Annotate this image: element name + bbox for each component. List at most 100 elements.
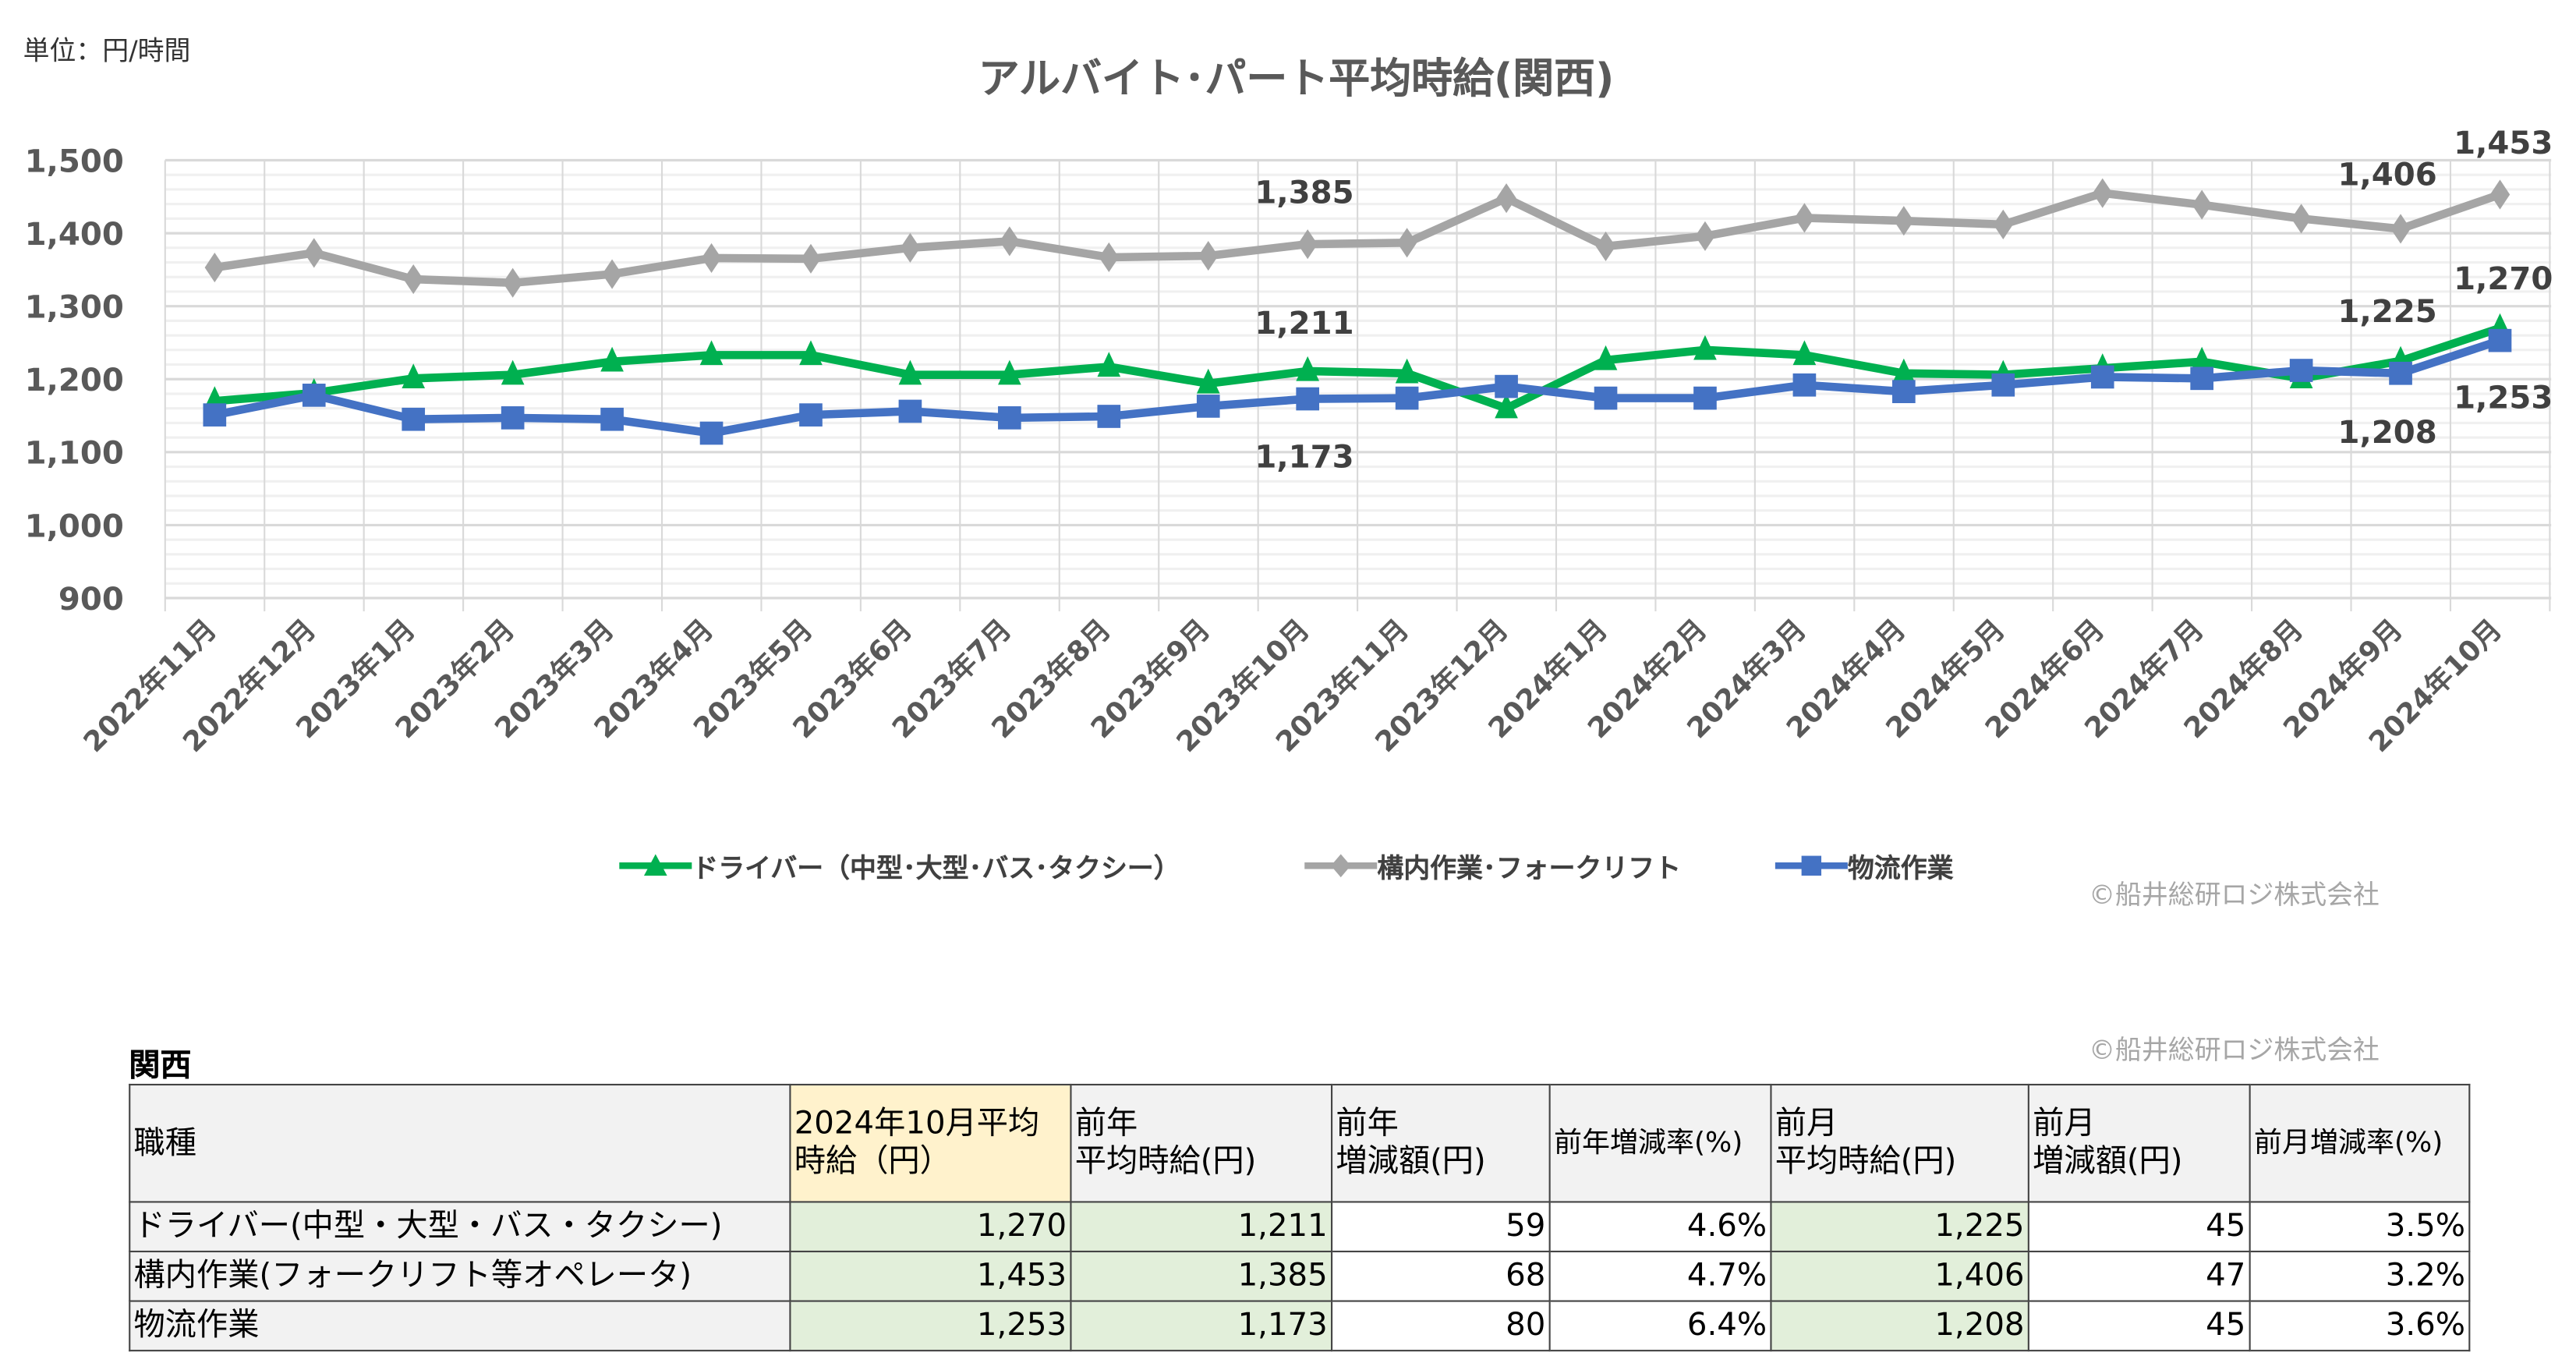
data-point [1693, 386, 1717, 410]
header-line: 増減額(円) [1336, 1143, 1486, 1180]
data-point [1297, 229, 1318, 260]
data-label: 1,406 [2337, 157, 2436, 193]
table-header-cell: 2024年10月平均 時給（円） [789, 1083, 1072, 1203]
data-point [1196, 368, 1220, 394]
y-tick-label: 1,200 [25, 363, 124, 398]
header-line: 前月 [2033, 1105, 2096, 1142]
data-point [1892, 380, 1916, 404]
triangle-marker-icon [619, 854, 692, 876]
table-header-cell: 前年 増減額(円) [1331, 1083, 1551, 1203]
data-label: 1,225 [2337, 294, 2436, 330]
data-label: 1,385 [1254, 175, 1353, 211]
data-point [1991, 373, 2015, 397]
data-point [799, 340, 823, 366]
series-line [214, 336, 2502, 437]
y-tick-label: 1,300 [25, 290, 124, 326]
header-text: 前月増減率(%) [2253, 1125, 2443, 1159]
data-point [204, 253, 225, 283]
data-point [2093, 178, 2113, 208]
data-point [2390, 214, 2411, 244]
value-cell: 4.6% [1548, 1201, 1772, 1253]
data-point [699, 421, 724, 445]
copyright-chart: ©船井総研ロジ株式会社 [2089, 879, 2380, 911]
table-header-cell: 前月増減率(%) [2249, 1083, 2471, 1203]
y-tick-label: 1,000 [25, 508, 124, 544]
data-label: 1,208 [2337, 415, 2436, 451]
wage-table: 職種 2024年10月平均 時給（円） 前年 平均時給(円) 前年 増減額(円) 前年増減率(… [129, 1083, 2471, 1352]
table-header-cell: 前月 平均時給(円) [1770, 1083, 2029, 1203]
data-point [1296, 356, 1320, 381]
series-line [214, 324, 2502, 412]
table-header-cell: 前年増減率(%) [1548, 1083, 1772, 1203]
data-point [1892, 358, 1916, 384]
data-point [602, 259, 622, 289]
value-cell: 3.5% [2249, 1201, 2471, 1253]
value-cell: 1,253 [789, 1300, 1072, 1352]
data-point [900, 232, 921, 263]
table-row: 構内作業(フォークリフト等オペレータ) 1,453 1,385 68 4.7% 1,406… [129, 1250, 2471, 1302]
data-label: 1,253 [2454, 380, 2553, 416]
data-point [1993, 209, 2013, 239]
data-point [1296, 387, 1320, 411]
value-cell: 1,208 [1770, 1300, 2029, 1352]
data-point [1595, 231, 1616, 262]
data-point [1894, 206, 1914, 236]
data-label: 1,453 [2454, 126, 2553, 161]
data-point [998, 359, 1021, 385]
data-point [1099, 242, 1120, 273]
data-point [1495, 393, 1518, 419]
data-point [1196, 395, 1220, 418]
data-point [2389, 361, 2412, 385]
data-point [502, 267, 523, 298]
data-point [403, 264, 423, 295]
data-point [1396, 228, 1417, 258]
header-line: 時給（円） [794, 1143, 951, 1180]
data-point [2289, 359, 2313, 382]
chart-title: アルバイト･パート平均時給(関西) [978, 54, 1615, 103]
data-point [203, 403, 227, 427]
value-cell: 1,406 [1770, 1250, 2029, 1302]
y-tick-label: 1,100 [25, 436, 124, 472]
data-point [402, 363, 426, 389]
header-line: 平均時給(円) [1074, 1143, 1257, 1180]
y-tick-label: 1,500 [25, 143, 124, 179]
job-type-cell: 物流作業 [129, 1300, 791, 1352]
y-tick-label: 1,400 [25, 217, 124, 253]
data-point [701, 243, 722, 273]
data-point [2190, 346, 2213, 372]
value-cell: 1,211 [1070, 1201, 1333, 1253]
data-point [1594, 345, 1618, 370]
square-marker-icon [1775, 855, 1848, 876]
value-cell: 47 [2027, 1250, 2251, 1302]
data-point [1792, 340, 1817, 366]
value-cell: 3.2% [2249, 1250, 2471, 1302]
data-point [304, 238, 324, 268]
legend-item-forklift: 構内作業･フォークリフト [1304, 846, 1681, 886]
value-cell: 45 [2027, 1300, 2251, 1352]
data-point [501, 359, 525, 385]
data-point [1495, 374, 1518, 398]
value-cell: 1,270 [789, 1201, 1072, 1253]
header-line: 増減額(円) [2033, 1143, 2183, 1180]
data-point [799, 403, 823, 427]
y-tick-label: 900 [58, 582, 124, 618]
header-line: 前月 [1775, 1105, 1838, 1142]
data-point [1496, 183, 1516, 214]
header-line: 2024年10月平均 [794, 1105, 1040, 1142]
legend-item-logistics: 物流作業 [1775, 846, 1954, 886]
data-point [1198, 241, 1219, 271]
value-cell: 1,385 [1070, 1250, 1333, 1302]
data-point [1395, 386, 1419, 410]
value-cell: 6.4% [1548, 1300, 1772, 1352]
data-point [1395, 358, 1419, 384]
data-point [1097, 405, 1121, 428]
job-type-cell: ドライバー(中型・大型・バス・タクシー) [129, 1201, 791, 1253]
legend-label: 構内作業･フォークリフト [1377, 852, 1682, 884]
data-point [2090, 365, 2114, 389]
value-cell: 45 [2027, 1201, 2251, 1253]
legend-item-driver: ドライバー（中型･大型･バス･タクシー） [619, 846, 1180, 886]
data-point [1695, 221, 1715, 251]
data-point [1792, 373, 1817, 397]
data-label: 1,211 [1254, 306, 1353, 342]
table-header-cell: 前月 増減額(円) [2027, 1083, 2251, 1203]
